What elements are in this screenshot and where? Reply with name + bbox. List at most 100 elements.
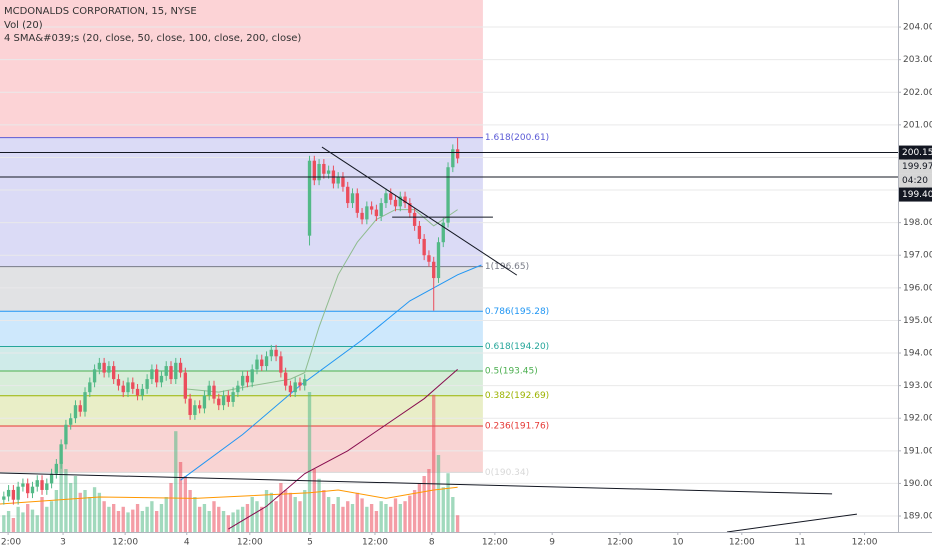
volume-bar (64, 469, 68, 532)
candle-body (412, 212, 417, 226)
candle-body (393, 199, 398, 207)
x-tick-label: 12:00 (362, 538, 388, 548)
volume-bar (2, 515, 6, 532)
volume-bar (54, 490, 59, 532)
candle-body (145, 379, 149, 389)
candle-body (197, 405, 202, 409)
candle-body (269, 349, 273, 357)
candle-body (202, 395, 207, 409)
candle-body (16, 486, 20, 500)
fib-label: 0.786(195.28) (485, 307, 549, 317)
volume-bar (197, 506, 202, 532)
y-tick-label: 190.00 (903, 479, 932, 489)
y-tick-label: 203.00 (903, 55, 932, 65)
candle-body (346, 186, 350, 204)
candle-body (283, 372, 288, 386)
volume-bar (341, 506, 345, 532)
candle-body (417, 225, 422, 239)
fib-label: 0(190.34) (485, 468, 529, 478)
price-tag (899, 145, 932, 160)
fib-label: 0.382(192.69) (485, 391, 549, 401)
candle-body (403, 196, 407, 204)
x-tick-label: 12:00 (237, 538, 263, 548)
candle-body (427, 255, 431, 262)
candle-body (293, 382, 297, 393)
volume-bar (451, 497, 455, 532)
volume-bar (126, 512, 130, 532)
candle-body (279, 356, 283, 373)
volume-bar (169, 483, 173, 532)
candle-body (455, 149, 460, 159)
volume-bar (193, 497, 197, 532)
volume-bar (40, 497, 44, 532)
candle-body (432, 261, 436, 279)
candle-body (441, 222, 445, 243)
fib-label: 1(196.65) (485, 262, 529, 272)
candle-body (88, 382, 92, 393)
volume-bar (432, 394, 436, 532)
fib-band (0, 346, 483, 371)
volume-bar (159, 504, 164, 532)
volume-bar (269, 492, 273, 532)
fib-band (0, 311, 483, 347)
candle-body (126, 382, 130, 393)
volume-bar (389, 506, 393, 532)
candle-body (102, 362, 106, 373)
countdown-tag (899, 173, 932, 188)
candle-body (365, 206, 369, 220)
fib-band (0, 0, 483, 138)
volume-bar (346, 501, 350, 532)
candle-body (26, 483, 30, 494)
x-tick-label: 12:00 (729, 538, 755, 548)
volume-bar (303, 490, 307, 532)
volume-bar (293, 497, 297, 532)
volume-bar (217, 506, 221, 532)
axes: 189.00 190.00 191.00 192.00 193.00 194.00 195.… (0, 23, 932, 548)
candle-body (121, 385, 125, 393)
countdown-label: 04:20 (902, 176, 928, 186)
candle-body (54, 463, 59, 474)
y-tick-label: 193.00 (903, 381, 932, 391)
candle-body (178, 362, 183, 373)
volume-bar (427, 469, 431, 532)
ma-label: 4 SMA&#039;s (20, close, 50, close, 100,… (4, 33, 301, 44)
volume-bar (202, 504, 207, 532)
candle-body (45, 483, 49, 490)
candle-body (207, 385, 211, 396)
volume-bar (236, 509, 240, 532)
fib-label: 0.5(193.45) (485, 366, 538, 376)
x-tick-label: 5 (307, 538, 313, 548)
volume-bar (441, 487, 445, 532)
volume-bar (188, 490, 192, 532)
volume-bar (393, 498, 398, 532)
candle-body (336, 177, 340, 184)
candle-body (298, 382, 302, 386)
volume-bar (379, 501, 383, 532)
candle-body (164, 366, 168, 376)
volume-bar (274, 501, 278, 532)
volume-bar (207, 511, 211, 532)
volume-bar (298, 501, 302, 532)
x-tick-label: 12:00 (607, 538, 633, 548)
chart-title: MCDONALDS CORPORATION, 15, NYSE (4, 6, 197, 17)
candle-body (322, 163, 326, 174)
volume-bar (412, 490, 417, 532)
volume-bar (312, 469, 316, 532)
candle-body (107, 366, 111, 373)
candle-body (6, 489, 11, 497)
y-tick-label: 198.00 (903, 218, 932, 228)
volume-bar (422, 476, 426, 532)
volume-bar (174, 431, 178, 532)
fib-band (0, 395, 483, 427)
volume-bar (350, 504, 355, 532)
candle-body (303, 379, 307, 386)
y-tick-label: 202.00 (903, 88, 932, 98)
candle-body (49, 473, 54, 484)
candle-body (112, 366, 116, 380)
volume-bar (307, 392, 312, 532)
candle-body (245, 375, 250, 383)
candle-body (221, 395, 226, 406)
candle-body (188, 398, 192, 415)
